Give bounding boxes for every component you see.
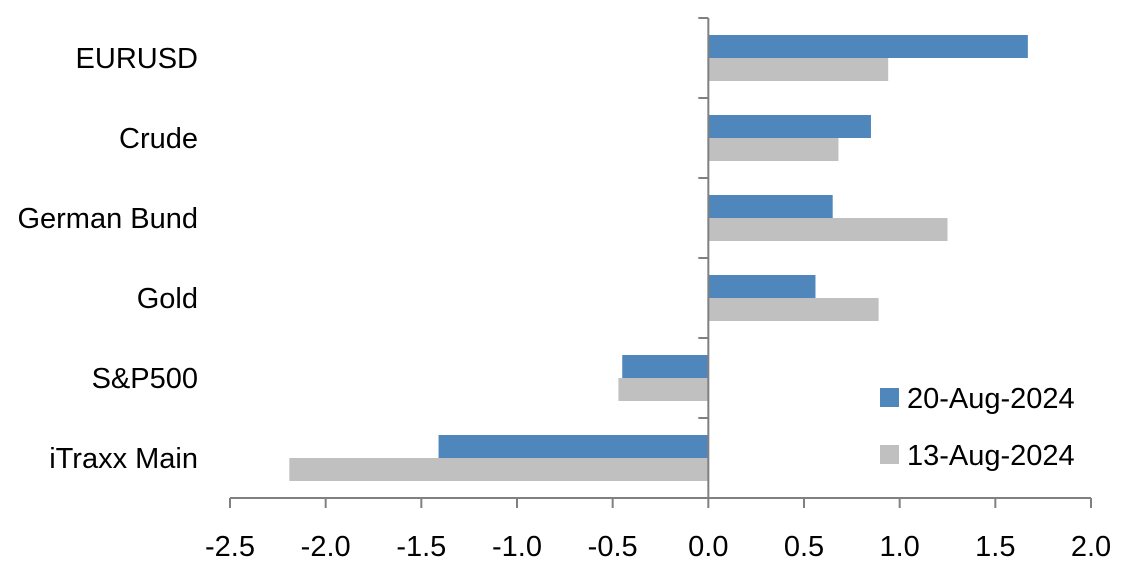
x-tick-label: 2.0 bbox=[1071, 531, 1111, 563]
legend-label: 13-Aug-2024 bbox=[907, 440, 1075, 472]
x-tick-label: -2.0 bbox=[301, 531, 351, 563]
bar-gold-prev bbox=[708, 298, 879, 321]
bar-eurusd-prev bbox=[708, 58, 889, 81]
x-tick-label: -1.5 bbox=[396, 531, 446, 563]
x-tick-label: -2.5 bbox=[205, 531, 255, 563]
bar-s-p500-prev bbox=[618, 378, 709, 401]
legend-swatch bbox=[880, 445, 899, 464]
category-label: EURUSD bbox=[76, 43, 198, 75]
bar-s-p500-curr bbox=[622, 355, 709, 378]
bar-crude-curr bbox=[708, 115, 871, 138]
category-label: German Bund bbox=[17, 203, 198, 235]
x-tick-label: -1.0 bbox=[492, 531, 542, 563]
bar-gold-curr bbox=[708, 275, 816, 298]
bar-crude-prev bbox=[708, 138, 839, 161]
category-label: iTraxx Main bbox=[49, 443, 198, 475]
legend-swatch bbox=[880, 388, 899, 407]
legend-label: 20-Aug-2024 bbox=[907, 383, 1075, 415]
bar-german-bund-prev bbox=[708, 218, 948, 241]
x-tick-label: 1.5 bbox=[975, 531, 1015, 563]
category-label: S&P500 bbox=[92, 363, 198, 395]
bar-itraxx-main-prev bbox=[289, 458, 709, 481]
bar-german-bund-curr bbox=[708, 195, 833, 218]
x-tick-label: 1.0 bbox=[880, 531, 920, 563]
bar-itraxx-main-curr bbox=[438, 435, 709, 458]
bar-eurusd-curr bbox=[708, 35, 1028, 58]
category-label: Gold bbox=[137, 283, 198, 315]
x-tick-label: 0.5 bbox=[784, 531, 824, 563]
x-tick-label: 0.0 bbox=[688, 531, 728, 563]
x-tick-label: -0.5 bbox=[588, 531, 638, 563]
category-label: Crude bbox=[119, 123, 198, 155]
